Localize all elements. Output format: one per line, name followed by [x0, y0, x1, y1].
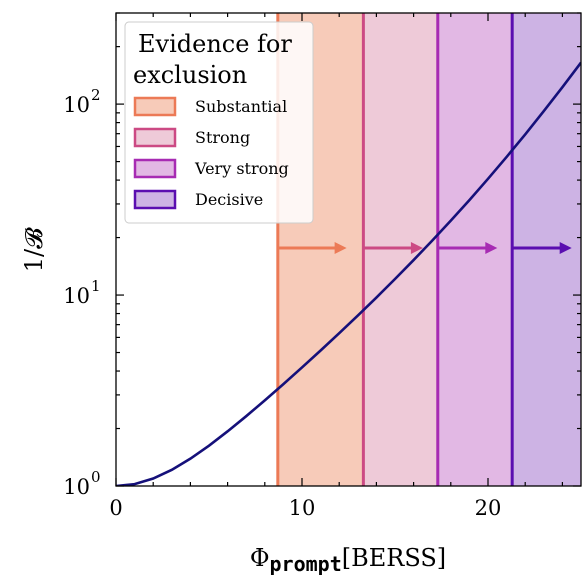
y-tick-label-exponent: 1 [91, 277, 101, 295]
x-tick-label: 20 [475, 496, 502, 520]
axis-ticks [115, 12, 581, 487]
legend-title-line-1: Evidence for [138, 30, 292, 58]
legend-swatch-3 [133, 189, 177, 210]
x-tick-label: 0 [109, 496, 122, 520]
legend-label-2: Very strong [194, 159, 289, 178]
y-tick-label: 10 [63, 475, 90, 499]
arrow-head-2 [485, 242, 498, 254]
y-axis-label: 1/𝓑 [20, 227, 48, 272]
y-tick-label-exponent: 2 [91, 86, 101, 104]
x-axis-label-symbol: Φ [250, 544, 270, 572]
arrow-head-3 [559, 242, 572, 254]
legend-label-0: Substantial [195, 97, 287, 116]
x-axis-label-unit: [BERSS] [342, 544, 446, 572]
bayes-factor-curve [116, 61, 581, 486]
x-axis-label: Φprompt[BERSS] [250, 544, 446, 576]
evidence-arrows [277, 242, 572, 254]
legend-label-3: Decisive [195, 190, 263, 209]
y-tick-label-exponent: 0 [91, 468, 101, 486]
legend: Evidence for exclusion Substantial Strong… [124, 21, 314, 224]
x-tick-label: 10 [289, 496, 316, 520]
arrow-head-0 [334, 242, 347, 254]
y-tick-label: 10 [63, 284, 90, 308]
arrow-head-1 [410, 242, 423, 254]
x-axis-label-subscript: prompt [270, 552, 342, 576]
y-tick-label: 10 [63, 93, 90, 117]
legend-label-1: Strong [195, 128, 250, 147]
plot-frame [115, 12, 582, 487]
legend-title-line-2: exclusion [133, 61, 247, 89]
legend-swatch-0 [133, 96, 177, 117]
legend-entries: Substantial Strong Very strong Decisive [133, 96, 289, 210]
legend-swatch-2 [133, 158, 177, 179]
legend-swatch-1 [133, 127, 177, 148]
